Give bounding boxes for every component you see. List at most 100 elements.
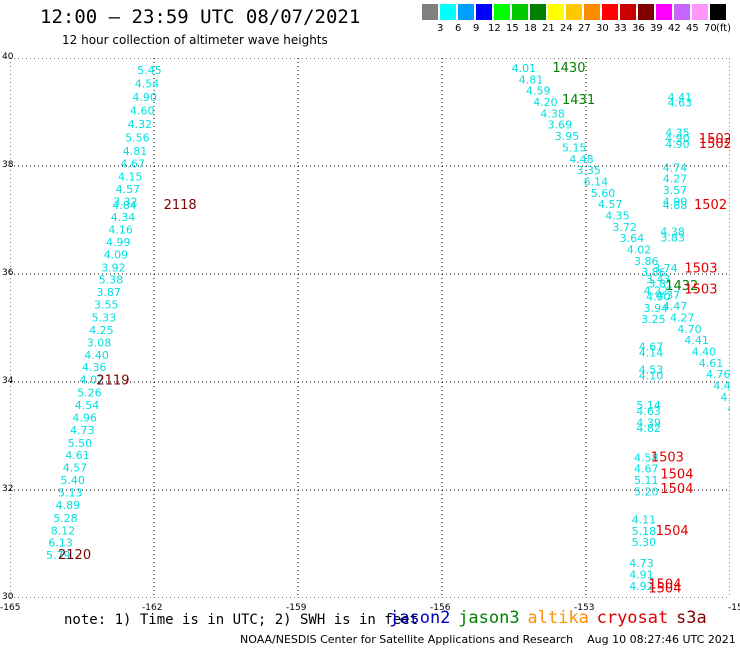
wave-height-value: 4.90: [663, 195, 688, 208]
note-text: note: 1) Time is in UTC; 2) SWH is in fe…: [64, 612, 419, 628]
wave-height-value: 4.70: [677, 323, 702, 336]
legend-swatch: [674, 4, 690, 20]
wave-height-value: 4.88: [663, 199, 688, 212]
wave-height-value: 4.57: [63, 462, 88, 475]
wave-height-value: 3.95: [555, 130, 580, 143]
pass-time-label: 1432: [665, 279, 698, 294]
wave-height-value: 4.40: [84, 349, 109, 362]
wave-height-value: 3.35: [576, 164, 601, 177]
wave-height-value: 4.00: [646, 290, 671, 303]
satellite-name: jason2: [389, 608, 451, 628]
satellite-name: altika: [527, 608, 589, 628]
legend-swatch: [530, 4, 546, 20]
wave-height-value: 3.81: [648, 278, 673, 291]
pass-time-label: 1502: [699, 132, 730, 147]
lon-tick-label: -159: [286, 603, 307, 613]
wave-height-value: 4.82: [636, 422, 661, 435]
pass-time-label: 2119: [96, 374, 129, 389]
satellite-name: jason3: [458, 608, 520, 628]
wave-height-value: 4.81: [519, 73, 544, 86]
lon-tick-label: -150: [728, 603, 740, 613]
wave-height-value: 4.27: [670, 312, 695, 325]
wave-height-value: 6.14: [584, 175, 609, 188]
wave-height-value: 5.56: [125, 132, 150, 145]
wave-height-value: 4.34: [111, 211, 136, 224]
legend-swatch: [638, 4, 654, 20]
wave-height-value: 3.08: [87, 336, 112, 349]
map-plot: 5.45 4.54 4.90 4.60 4.32 5.56 4.81 4.67 4.15 4.57…: [10, 58, 730, 598]
legend-label: 27: [578, 23, 591, 34]
wave-height-value: 4.02: [627, 243, 652, 256]
wave-height-value: 4.60: [130, 105, 155, 118]
wave-height-value: 4.38: [660, 226, 685, 239]
legend-label: 24: [560, 23, 573, 34]
wave-height-value: 4.09: [104, 248, 129, 261]
wave-height-value: 4.84: [112, 199, 136, 212]
pass-time-label: 1504: [648, 582, 681, 597]
pass-time-label: 1504: [660, 482, 693, 497]
wave-height-value: 4.57: [598, 198, 623, 211]
wave-height-value: 3.94: [644, 302, 669, 315]
legend-label: 21: [542, 23, 555, 34]
wave-height-value: 4.40: [692, 346, 717, 359]
wave-height-value: 4.90: [665, 132, 690, 145]
wave-height-value: 5.50: [68, 437, 93, 450]
legend-swatch: [692, 4, 708, 20]
wave-height-value: 5.28: [53, 512, 77, 525]
legend-swatch: [602, 4, 618, 20]
wave-height-value: 3.57: [663, 184, 688, 197]
wave-height-value: 4.48: [569, 153, 594, 166]
legend-label: 70: [704, 23, 717, 34]
legend-swatch: [494, 4, 510, 20]
wave-height-value: 5.38: [99, 274, 124, 287]
lat-tick-label: 38: [2, 160, 14, 170]
wave-height-value: 5.45: [137, 64, 162, 77]
wave-height-value: 4.59: [526, 85, 551, 98]
wave-height-value: 5.15: [562, 141, 587, 154]
wave-height-value: 5.33: [92, 312, 117, 325]
wave-height-value: 3.43: [646, 273, 671, 286]
wave-height-value: 3.25: [641, 313, 666, 326]
legend-swatch: [476, 4, 492, 20]
wave-height-value: 4.90: [665, 138, 690, 151]
wave-height-value: 4.07: [80, 374, 105, 387]
legend-label: 42: [668, 23, 681, 34]
wave-height-value: 4.39: [636, 416, 661, 429]
wave-height-value: 3.64: [620, 232, 645, 245]
wave-height-value: 5.30: [632, 536, 657, 549]
wave-height-value: 3.83: [660, 232, 685, 245]
wave-height-value: 4.61: [699, 357, 724, 370]
legend-label: 9: [473, 23, 480, 34]
pass-time-label: 2118: [164, 198, 197, 213]
wave-height-value: 4.73: [629, 557, 654, 570]
wave-height-value: 3.86: [634, 255, 659, 268]
lat-tick-label: 36: [2, 268, 14, 278]
wave-height-value: 4.47: [663, 300, 688, 313]
wave-height-value: 4.37: [656, 289, 681, 302]
wave-height-value: 4.91: [629, 569, 654, 582]
lon-tick-label: -162: [142, 603, 163, 613]
legend-swatch: [656, 4, 672, 20]
wave-height-value: 4.96: [72, 411, 97, 424]
wave-height-value: 3.32: [113, 195, 138, 208]
wave-height-value: 4.63: [668, 97, 693, 110]
wave-height-value: 4.57: [116, 183, 141, 196]
wave-height-value: 3.69: [548, 119, 573, 132]
pass-time-label: 2120: [58, 548, 91, 563]
page-subtitle: 12 hour collection of altimeter wave hei…: [62, 33, 328, 47]
legend-label: 3: [437, 23, 444, 34]
wave-height-value: 3.72: [612, 221, 637, 234]
legend-swatch: [566, 4, 582, 20]
wave-height-value: 4.34: [728, 402, 730, 415]
wave-height-value: 4.74: [663, 161, 688, 174]
legend-swatch: [422, 4, 438, 20]
wave-height-value: 4.67: [634, 463, 659, 476]
map-canvas: 5.454.544.904.604.325.564.814.674.154.57…: [10, 58, 730, 598]
wave-height-value: 5.60: [591, 187, 616, 200]
wave-height-value: 4.67: [120, 158, 144, 171]
legend-label: 45: [686, 23, 699, 34]
wave-height-value: 4.89: [56, 499, 81, 512]
legend-unit: (ft): [716, 23, 732, 34]
lat-tick-label: 34: [2, 376, 14, 386]
legend-swatch: [620, 4, 636, 20]
